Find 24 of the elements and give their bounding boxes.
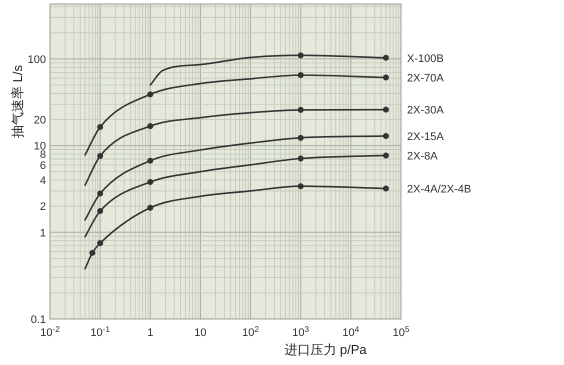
x-tick-label: 10$^{-1}$: [90, 324, 110, 339]
y-tick-label: 6: [40, 160, 46, 172]
series-label: 2X-15A: [407, 131, 444, 144]
x-tick-label: 1: [147, 327, 154, 339]
y-axis-title: 抽气速率 L/s: [10, 64, 25, 138]
x-tick-label: 10$^{3}$: [292, 324, 310, 339]
series-label: 2X-4A/2X-4B: [407, 184, 472, 196]
y-tick-label: 0.1: [30, 314, 46, 326]
y-tick-label: 8: [40, 149, 46, 162]
y-tick-label: 1: [40, 227, 46, 240]
x-tick-label: 10$^{5}$: [392, 324, 410, 339]
x-axis-title: 进口压力 p/Pa: [284, 342, 368, 357]
series-label: X-100B: [407, 52, 444, 65]
x-tick-label: 10$^{4}$: [342, 324, 360, 339]
series-label: 2X-70A: [407, 72, 444, 85]
y-tick-label: 4: [40, 175, 46, 188]
x-tick-label: 10: [194, 327, 207, 339]
x-tick-label: 10$^{-2}$: [40, 324, 60, 339]
x-tick-label: 10$^{2}$: [242, 324, 260, 339]
series-label: 2X-8A: [407, 150, 438, 162]
series-label: 2X-30A: [407, 104, 444, 117]
y-tick-label: 20: [34, 114, 46, 127]
y-tick-label: 2: [40, 201, 46, 214]
y-tick-label: 100: [28, 54, 46, 66]
